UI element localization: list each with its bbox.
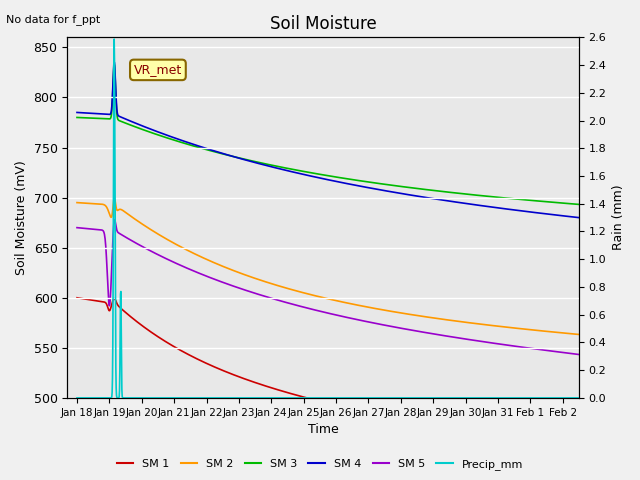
SM 3: [359, 178, 367, 184]
SM 4: [113, 96, 120, 102]
SM 5: [306, 306, 314, 312]
Legend: SM 1, SM 2, SM 3, SM 4, SM 5, Precip_mm: SM 1, SM 2, SM 3, SM 4, SM 5, Precip_mm: [112, 455, 528, 474]
SM 1: [286, 390, 294, 396]
SM 4: [132, 120, 140, 126]
SM 3: [73, 115, 81, 120]
SM 4: [306, 173, 314, 179]
Line: SM 1: SM 1: [77, 298, 579, 450]
Y-axis label: Soil Moisture (mV): Soil Moisture (mV): [15, 160, 28, 275]
X-axis label: Time: Time: [308, 423, 339, 436]
SM 1: [359, 408, 367, 414]
Line: SM 5: SM 5: [77, 220, 579, 355]
SM 3: [110, 61, 118, 67]
SM 3: [113, 100, 120, 106]
SM 4: [359, 184, 367, 190]
Precip_mm: [575, 395, 582, 401]
SM 2: [306, 291, 314, 297]
Line: SM 3: SM 3: [77, 64, 579, 204]
SM 1: [575, 447, 582, 453]
Precip_mm: [110, 36, 118, 42]
Text: No data for f_ppt: No data for f_ppt: [6, 14, 100, 25]
SM 2: [575, 332, 582, 337]
Precip_mm: [306, 395, 314, 401]
SM 4: [110, 59, 118, 65]
SM 3: [132, 124, 140, 130]
SM 1: [112, 298, 120, 303]
SM 2: [73, 200, 81, 205]
Line: SM 2: SM 2: [77, 198, 579, 335]
Precip_mm: [359, 395, 367, 401]
SM 5: [287, 300, 294, 306]
SM 3: [287, 166, 294, 172]
SM 4: [287, 168, 294, 174]
SM 3: [297, 168, 305, 174]
SM 1: [132, 318, 140, 324]
SM 4: [297, 171, 305, 177]
SM 2: [297, 289, 305, 295]
SM 2: [113, 204, 120, 210]
SM 5: [111, 217, 118, 223]
Precip_mm: [132, 395, 140, 401]
Precip_mm: [287, 395, 294, 401]
SM 5: [575, 352, 582, 358]
SM 5: [297, 303, 305, 309]
SM 4: [575, 215, 582, 220]
SM 3: [575, 202, 582, 207]
SM 2: [111, 195, 118, 201]
SM 1: [73, 295, 81, 300]
SM 5: [359, 318, 367, 324]
Y-axis label: Rain (mm): Rain (mm): [612, 185, 625, 251]
Text: VR_met: VR_met: [134, 63, 182, 76]
Precip_mm: [113, 385, 120, 391]
SM 2: [132, 217, 140, 223]
SM 2: [287, 286, 294, 292]
Precip_mm: [73, 395, 81, 401]
SM 5: [132, 240, 140, 246]
SM 5: [113, 224, 120, 230]
Precip_mm: [297, 395, 305, 401]
Line: Precip_mm: Precip_mm: [77, 39, 579, 398]
SM 2: [359, 303, 367, 309]
SM 4: [73, 109, 81, 115]
SM 1: [305, 396, 313, 401]
Title: Soil Moisture: Soil Moisture: [269, 15, 376, 33]
SM 5: [73, 225, 81, 230]
SM 3: [306, 169, 314, 175]
SM 1: [296, 393, 304, 399]
Line: SM 4: SM 4: [77, 62, 579, 217]
